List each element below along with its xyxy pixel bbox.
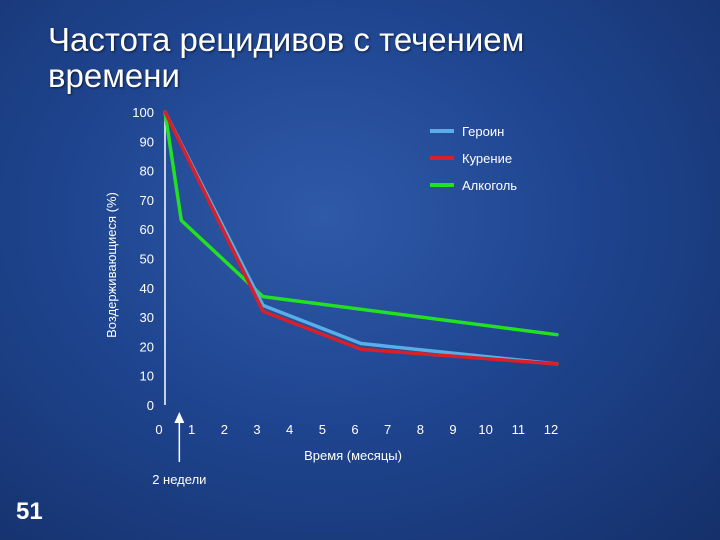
y-tick-label: 40 — [140, 281, 154, 296]
y-tick-label: 50 — [140, 252, 154, 267]
y-axis-label: Воздерживающиеся (%) — [104, 192, 119, 338]
x-tick-label: 2 — [221, 422, 228, 437]
y-tick-labels: 0 10 20 30 40 50 60 70 80 90 100 — [132, 105, 154, 413]
x-tick-labels: 0 1 2 3 4 5 6 7 8 9 10 11 12 — [155, 422, 558, 437]
y-tick-label: 100 — [132, 105, 154, 120]
series-line — [163, 110, 559, 366]
y-tick-label: 0 — [147, 398, 154, 413]
x-tick-label: 5 — [319, 422, 326, 437]
series-line — [163, 110, 559, 337]
annotation-arrowhead — [174, 412, 185, 423]
legend-label: Героин — [462, 124, 504, 139]
legend-label: Курение — [462, 151, 512, 166]
y-tick-label: 60 — [140, 222, 154, 237]
chart-legend: Героин Курение Алкоголь — [430, 124, 517, 193]
y-tick-label: 70 — [140, 193, 154, 208]
y-tick-label: 10 — [140, 369, 154, 384]
page-number: 51 — [16, 498, 43, 525]
y-tick-label: 30 — [140, 310, 154, 325]
x-tick-label: 7 — [384, 422, 391, 437]
x-tick-label: 6 — [351, 422, 358, 437]
chart-series — [163, 110, 559, 366]
y-tick-label: 80 — [140, 164, 154, 179]
x-tick-label: 1 — [188, 422, 195, 437]
x-tick-label: 8 — [417, 422, 424, 437]
x-tick-label: 0 — [155, 422, 162, 437]
x-tick-label: 9 — [449, 422, 456, 437]
slide-title: Частота рецидивов с течением времени — [48, 21, 525, 94]
x-axis-label: Время (месяцы) — [304, 448, 402, 463]
x-tick-label: 3 — [253, 422, 260, 437]
legend-label: Алкоголь — [462, 178, 517, 193]
y-tick-label: 20 — [140, 339, 154, 354]
y-tick-label: 90 — [140, 134, 154, 149]
x-tick-label: 12 — [544, 422, 558, 437]
x-tick-label: 4 — [286, 422, 293, 437]
x-tick-label: 11 — [512, 422, 526, 437]
annotation-label: 2 недели — [152, 472, 206, 487]
x-tick-label: 10 — [478, 422, 492, 437]
two-weeks-annotation: 2 недели — [152, 412, 206, 487]
